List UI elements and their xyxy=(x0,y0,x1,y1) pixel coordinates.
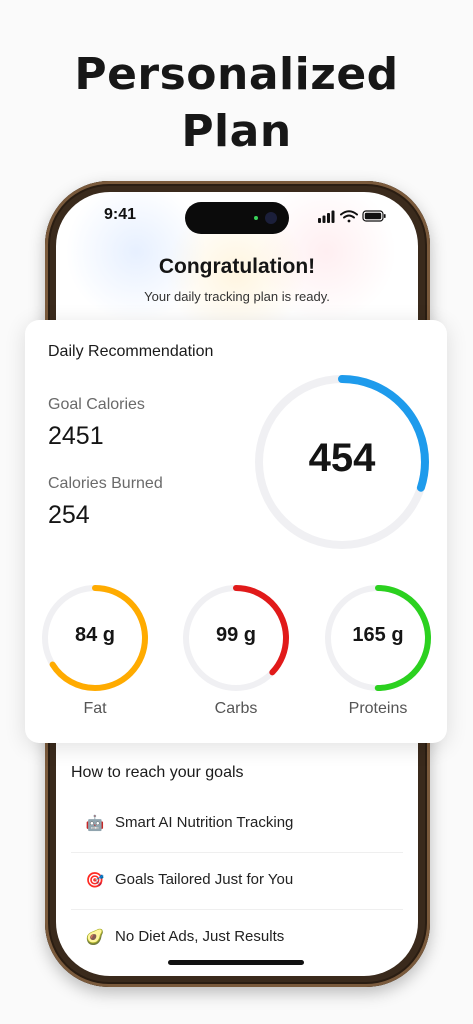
avocado-icon: 🥑 xyxy=(85,929,105,946)
card-title: Daily Recommendation xyxy=(48,343,214,360)
home-indicator[interactable] xyxy=(168,960,304,965)
battery-icon xyxy=(362,210,386,222)
proteins-label: Proteins xyxy=(348,700,408,717)
fat-label: Fat xyxy=(83,700,107,717)
carbs-value: 99 g xyxy=(215,624,257,646)
goals-title: How to reach your goals xyxy=(71,764,244,781)
calories-burned-label: Calories Burned xyxy=(48,475,163,492)
fat-ring-progress xyxy=(42,585,148,691)
robot-icon: 🤖 xyxy=(85,815,105,832)
goal-item-label: Smart AI Nutrition Tracking xyxy=(115,814,294,831)
goal-calories-label: Goal Calories xyxy=(48,396,145,413)
fat-value: 84 g xyxy=(74,624,116,646)
camera-icon xyxy=(265,212,277,224)
carbs-ring-progress xyxy=(183,585,289,691)
congrats-title: Congratulation! xyxy=(158,255,316,278)
fat-ring xyxy=(42,585,148,691)
goal-item-label: No Diet Ads, Just Results xyxy=(115,928,285,945)
goal-item-label: Goals Tailored Just for You xyxy=(115,871,294,888)
calorie-ring xyxy=(255,375,429,549)
wifi-icon xyxy=(340,210,358,223)
target-icon: 🎯 xyxy=(85,872,105,889)
goal-calories-value: 2451 xyxy=(48,422,104,450)
dynamic-island xyxy=(185,202,289,234)
status-time: 9:41 xyxy=(104,206,137,223)
calories-burned-value: 254 xyxy=(48,501,90,529)
headline-line-1: Personalized xyxy=(74,49,399,100)
goal-item: 🤖 Smart AI Nutrition Tracking xyxy=(71,796,403,853)
goal-item: 🥑 No Diet Ads, Just Results xyxy=(71,910,403,966)
proteins-ring xyxy=(325,585,431,691)
camera-indicator-icon xyxy=(254,216,258,220)
page-headline: Personalized Plan xyxy=(0,46,473,160)
headline-line-2: Plan xyxy=(181,106,292,157)
signal-icon xyxy=(318,210,335,223)
proteins-ring-progress xyxy=(325,585,431,691)
carbs-ring xyxy=(183,585,289,691)
goal-item: 🎯 Goals Tailored Just for You xyxy=(71,853,403,910)
carbs-label: Carbs xyxy=(214,700,258,717)
congrats-subtitle: Your daily tracking plan is ready. xyxy=(144,289,330,304)
proteins-value: 165 g xyxy=(352,624,404,646)
daily-recommendation-card: Daily Recommendation Goal Calories 2451 … xyxy=(25,320,447,743)
status-icons xyxy=(318,210,386,223)
calorie-ring-value: 454 xyxy=(308,436,376,480)
calorie-ring-progress xyxy=(255,375,429,549)
